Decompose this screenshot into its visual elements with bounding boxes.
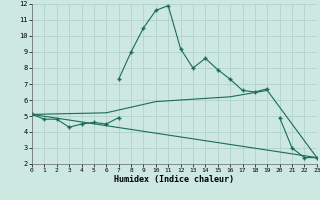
X-axis label: Humidex (Indice chaleur): Humidex (Indice chaleur)	[115, 175, 234, 184]
